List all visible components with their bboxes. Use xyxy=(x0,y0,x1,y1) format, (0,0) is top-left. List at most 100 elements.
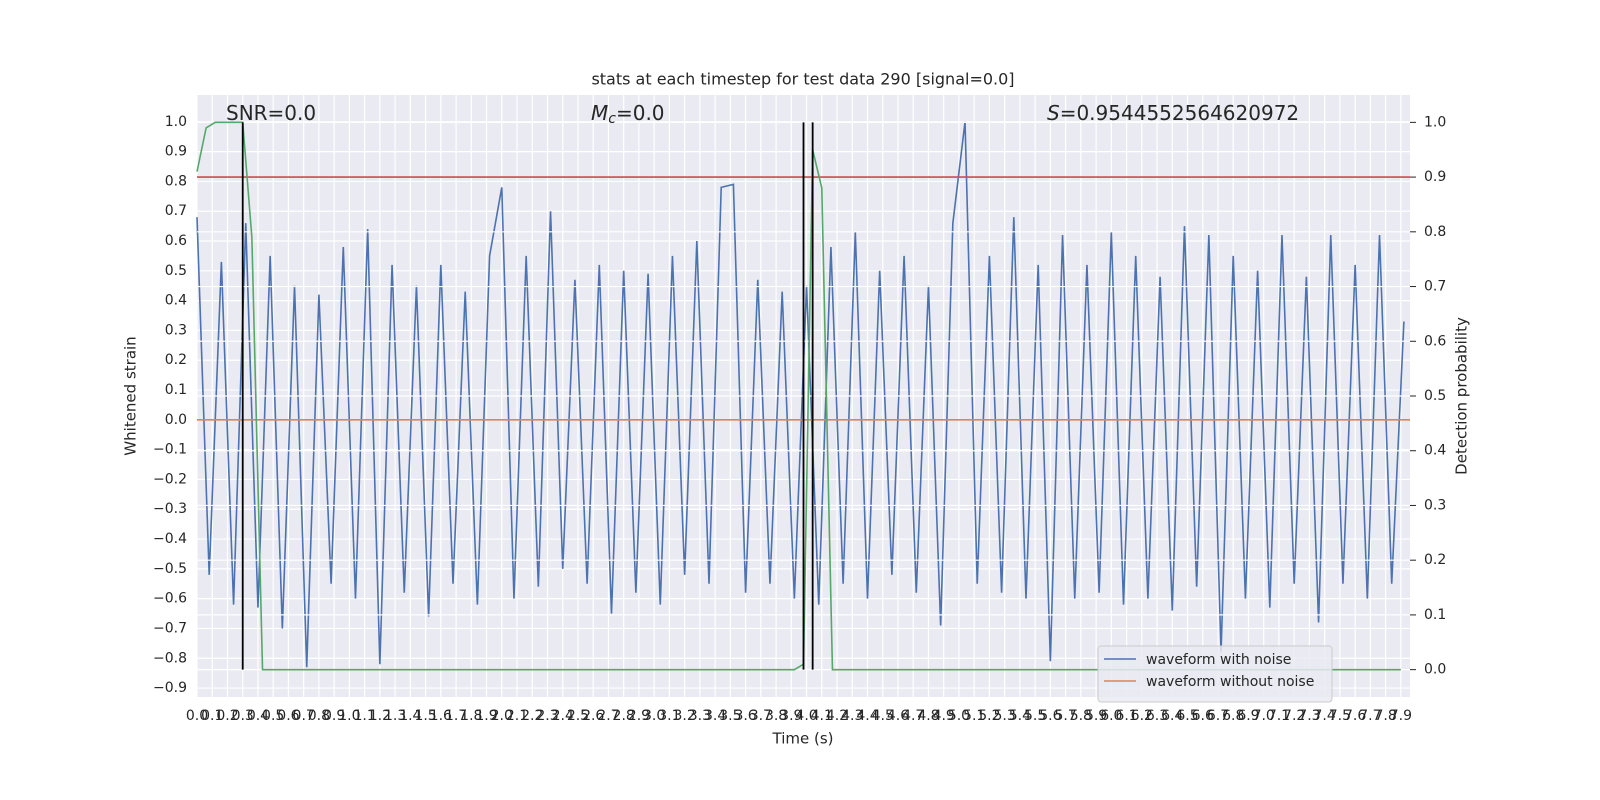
x-tick-label: 1.7 xyxy=(445,708,467,724)
legend-box xyxy=(1097,645,1333,703)
x-tick-label: 1.8 xyxy=(460,708,482,724)
annotation-symbol: M xyxy=(591,101,608,125)
x-tick-label: 7.6 xyxy=(1344,708,1366,724)
x-tick-label: 0.4 xyxy=(247,708,269,724)
y2-tick-label: 0.3 xyxy=(1424,497,1446,513)
x-tick-label: 7.7 xyxy=(1359,708,1381,724)
x-tick-label: 2.9 xyxy=(628,708,650,724)
y-tick-label: −0.3 xyxy=(153,501,187,517)
x-tick-label: 3.5 xyxy=(719,708,741,724)
y-tick-label: −0.5 xyxy=(153,561,187,577)
x-tick-label: 3.8 xyxy=(765,708,787,724)
y-tick-label: −0.8 xyxy=(153,650,187,666)
y-tick-label: −0.9 xyxy=(153,680,187,696)
chart-title: stats at each timestep for test data 290… xyxy=(591,70,1014,89)
x-tick-label: 3.7 xyxy=(750,708,772,724)
x-tick-label: 3.0 xyxy=(643,708,665,724)
x-tick-label: 6.0 xyxy=(1100,708,1122,724)
x-tick-label: 1.6 xyxy=(430,708,452,724)
x-tick-label: 2.7 xyxy=(597,708,619,724)
x-tick-label: 2.8 xyxy=(613,708,635,724)
y-tick-label: 0.9 xyxy=(165,144,187,160)
annotation: S=0.9544552564620972 xyxy=(1047,101,1299,125)
x-tick-label: 1.2 xyxy=(369,708,391,724)
x-tick-label: 7.2 xyxy=(1283,708,1305,724)
x-tick-label: 0.2 xyxy=(216,708,238,724)
x-tick-label: 4.2 xyxy=(826,708,848,724)
y2-tick-label: 0.4 xyxy=(1424,443,1446,459)
x-tick-label: 6.9 xyxy=(1237,708,1259,724)
y-tick-label: 0.7 xyxy=(165,203,187,219)
x-tick-label: 6.4 xyxy=(1161,708,1183,724)
x-tick-label: 7.3 xyxy=(1298,708,1320,724)
legend-label: waveform without noise xyxy=(1146,674,1314,690)
x-tick-label: 4.4 xyxy=(856,708,878,724)
x-tick-label: 2.3 xyxy=(536,708,558,724)
x-tick-label: 4.0 xyxy=(795,708,817,724)
y-tick-label: −0.1 xyxy=(153,442,187,458)
x-tick-label: 1.1 xyxy=(353,708,375,724)
y-tick-label: 0.3 xyxy=(165,322,187,338)
y2-tick-label: 1.0 xyxy=(1424,114,1446,130)
x-tick-label: 4.8 xyxy=(917,708,939,724)
x-tick-label: 0.1 xyxy=(201,708,223,724)
x-tick-label: 3.2 xyxy=(674,708,696,724)
x-tick-label: 7.0 xyxy=(1253,708,1275,724)
y-tick-label: 0.6 xyxy=(165,233,187,249)
legend-label: waveform with noise xyxy=(1146,652,1291,668)
x-tick-label: 6.2 xyxy=(1131,708,1153,724)
y-tick-label: 0.4 xyxy=(165,293,187,309)
annotation: Mc=0.0 xyxy=(591,101,665,128)
y-tick-label: 0.0 xyxy=(165,412,187,428)
y-tick-label: −0.2 xyxy=(153,471,187,487)
x-tick-label: 6.5 xyxy=(1176,708,1198,724)
y-tick-label: −0.6 xyxy=(153,591,187,607)
x-tick-label: 5.4 xyxy=(1009,708,1031,724)
x-tick-label: 1.4 xyxy=(399,708,421,724)
annotation-symbol: S xyxy=(1047,101,1060,125)
x-tick-label: 4.5 xyxy=(872,708,894,724)
x-tick-label: 1.9 xyxy=(475,708,497,724)
annotation: SNR=0.0 xyxy=(226,101,316,125)
y2-tick-label: 0.0 xyxy=(1424,662,1446,678)
y-tick-label: 0.5 xyxy=(165,263,187,279)
y-tick-label: −0.4 xyxy=(153,531,187,547)
y-tick-label: 0.1 xyxy=(165,382,187,398)
annotation-text: =0.0 xyxy=(616,101,665,125)
y2-tick-label: 0.2 xyxy=(1424,552,1446,568)
y2-tick-label: 0.9 xyxy=(1424,169,1446,185)
y2-tick-label: 0.5 xyxy=(1424,388,1446,404)
x-tick-label: 0.6 xyxy=(277,708,299,724)
y-tick-label: 0.2 xyxy=(165,352,187,368)
x-tick-label: 0.3 xyxy=(232,708,254,724)
x-tick-label: 2.4 xyxy=(552,708,574,724)
x-tick-label: 2.6 xyxy=(582,708,604,724)
y-axis-label: Whitened strain xyxy=(122,336,140,455)
series-line xyxy=(196,121,1401,671)
x-tick-label: 7.5 xyxy=(1329,708,1351,724)
x-tick-label: 1.0 xyxy=(338,708,360,724)
x-tick-label: 1.5 xyxy=(414,708,436,724)
y2-tick-label: 0.7 xyxy=(1424,279,1446,295)
x-tick-label: 4.6 xyxy=(887,708,909,724)
x-tick-label: 6.7 xyxy=(1207,708,1229,724)
x-tick-label: 5.7 xyxy=(1054,708,1076,724)
y2-axis-label: Detection probability xyxy=(1453,317,1471,475)
x-tick-label: 4.3 xyxy=(841,708,863,724)
x-tick-label: 3.6 xyxy=(734,708,756,724)
x-tick-label: 3.1 xyxy=(658,708,680,724)
x-tick-label: 5.8 xyxy=(1070,708,1092,724)
x-tick-label: 7.1 xyxy=(1268,708,1290,724)
annotation-text: SNR=0.0 xyxy=(226,101,316,125)
x-tick-label: 7.4 xyxy=(1314,708,1336,724)
y2-tick-label: 0.8 xyxy=(1424,224,1446,240)
y2-tick-label: 0.1 xyxy=(1424,607,1446,623)
x-tick-label: 2.0 xyxy=(491,708,513,724)
x-tick-label: 5.6 xyxy=(1039,708,1061,724)
annotation-text: =0.9544552564620972 xyxy=(1060,101,1299,125)
x-tick-label: 0.7 xyxy=(293,708,315,724)
series-line xyxy=(196,121,1405,668)
x-tick-label: 5.0 xyxy=(948,708,970,724)
x-tick-label: 2.5 xyxy=(567,708,589,724)
